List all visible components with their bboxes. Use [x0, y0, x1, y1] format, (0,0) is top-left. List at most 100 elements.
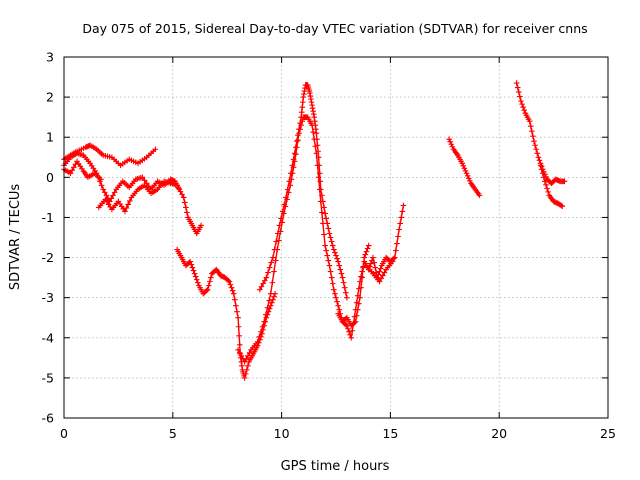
marker-fill: [349, 327, 356, 334]
marker-fill: [183, 204, 189, 211]
marker-fill: [227, 281, 234, 288]
plot-frame: [63, 56, 609, 419]
marker-fill: [359, 268, 365, 275]
marker-fill: [110, 192, 116, 199]
y-tick-label: 0: [46, 170, 54, 185]
data-point: [122, 208, 128, 215]
data-point: [391, 254, 398, 261]
marker-fill: [340, 279, 347, 286]
marker-fill: [236, 350, 243, 356]
marker-fill: [362, 251, 369, 258]
marker-fill: [346, 328, 352, 335]
marker-fill: [375, 271, 382, 278]
x-tick-label: 25: [600, 426, 616, 441]
data-point: [174, 182, 180, 189]
data-point: [400, 202, 407, 209]
marker-fill: [269, 279, 276, 286]
marker-fill: [289, 170, 296, 177]
marker-fill: [294, 144, 300, 151]
marker-fill: [270, 296, 276, 303]
marker-fill: [449, 143, 456, 150]
marker-fill: [203, 287, 210, 294]
marker-fill: [538, 166, 545, 173]
marker-fill: [69, 167, 75, 174]
series-cnns-arc-7: [235, 114, 372, 365]
marker-fill: [520, 104, 526, 110]
data-point: [317, 198, 324, 205]
data-point: [339, 274, 346, 281]
data-point: [241, 375, 248, 381]
y-axis-label: SDTVAR / TECUs: [8, 184, 23, 291]
data-point: [331, 286, 337, 293]
marker-fill: [350, 320, 357, 327]
marker-fill: [282, 203, 289, 210]
marker-fill: [243, 367, 250, 373]
y-tick-label: 3: [46, 50, 54, 65]
marker-fill: [530, 133, 536, 140]
marker-fill: [260, 280, 266, 287]
marker-fill: [521, 107, 528, 113]
marker-fill: [360, 263, 366, 270]
marker-fill: [298, 122, 304, 128]
marker-fill: [517, 93, 523, 100]
data-point: [267, 290, 274, 297]
marker-fill: [467, 178, 473, 184]
data-point: [476, 192, 483, 199]
marker-fill: [236, 341, 243, 348]
y-tick-labels: -6 -5 -4 -3 -2 -1 0 1 2 3: [42, 50, 55, 426]
data-point: [513, 80, 520, 86]
marker-fill: [393, 247, 399, 254]
marker-fill: [334, 298, 340, 305]
data-point: [518, 98, 524, 104]
marker-fill: [341, 284, 348, 291]
marker-fill: [321, 204, 327, 211]
marker-fill: [184, 209, 190, 216]
marker-fill: [462, 168, 469, 174]
marker-fill: [381, 269, 388, 276]
marker-fill: [319, 209, 325, 216]
data-point: [396, 226, 402, 233]
data-point: [296, 130, 302, 137]
data-point: [139, 174, 146, 181]
marker-fill: [256, 333, 263, 340]
y-tick-label: -1: [42, 210, 54, 225]
marker-fill: [297, 126, 303, 132]
data-point: [191, 270, 198, 277]
data-point: [180, 194, 187, 201]
data-point: [463, 170, 470, 177]
marker-fill: [345, 325, 351, 332]
y-tick-label: -2: [42, 250, 54, 265]
data-point: [152, 146, 159, 153]
marker-fill: [125, 201, 131, 208]
grid-lines: [64, 57, 608, 418]
marker-fill: [514, 84, 521, 91]
marker-fill: [464, 173, 471, 179]
marker-fill: [188, 261, 195, 268]
marker-fill: [532, 142, 538, 149]
series-cnns-arc-12: [537, 162, 566, 210]
marker-fill: [235, 323, 242, 330]
marker-fill: [329, 242, 336, 249]
marker-fill: [364, 245, 371, 252]
marker-fill: [181, 199, 188, 206]
marker-fill: [363, 248, 370, 255]
y-tick-label: -4: [42, 330, 55, 345]
data-point: [235, 347, 241, 353]
marker-fill: [328, 274, 335, 281]
marker-fill: [544, 185, 550, 192]
marker-fill: [123, 205, 130, 211]
marker-fill: [238, 353, 245, 359]
marker-fill: [371, 259, 377, 266]
marker-fill: [533, 146, 539, 153]
data-point: [261, 318, 267, 325]
marker-fill: [242, 371, 249, 377]
data-series: [61, 80, 568, 381]
marker-fill: [368, 260, 374, 267]
marker-fill: [460, 163, 467, 169]
data-point: [241, 359, 248, 365]
series-cnns-arc-9: [363, 258, 396, 285]
data-point: [370, 254, 376, 261]
data-point: [198, 222, 204, 229]
data-point: [313, 150, 320, 157]
